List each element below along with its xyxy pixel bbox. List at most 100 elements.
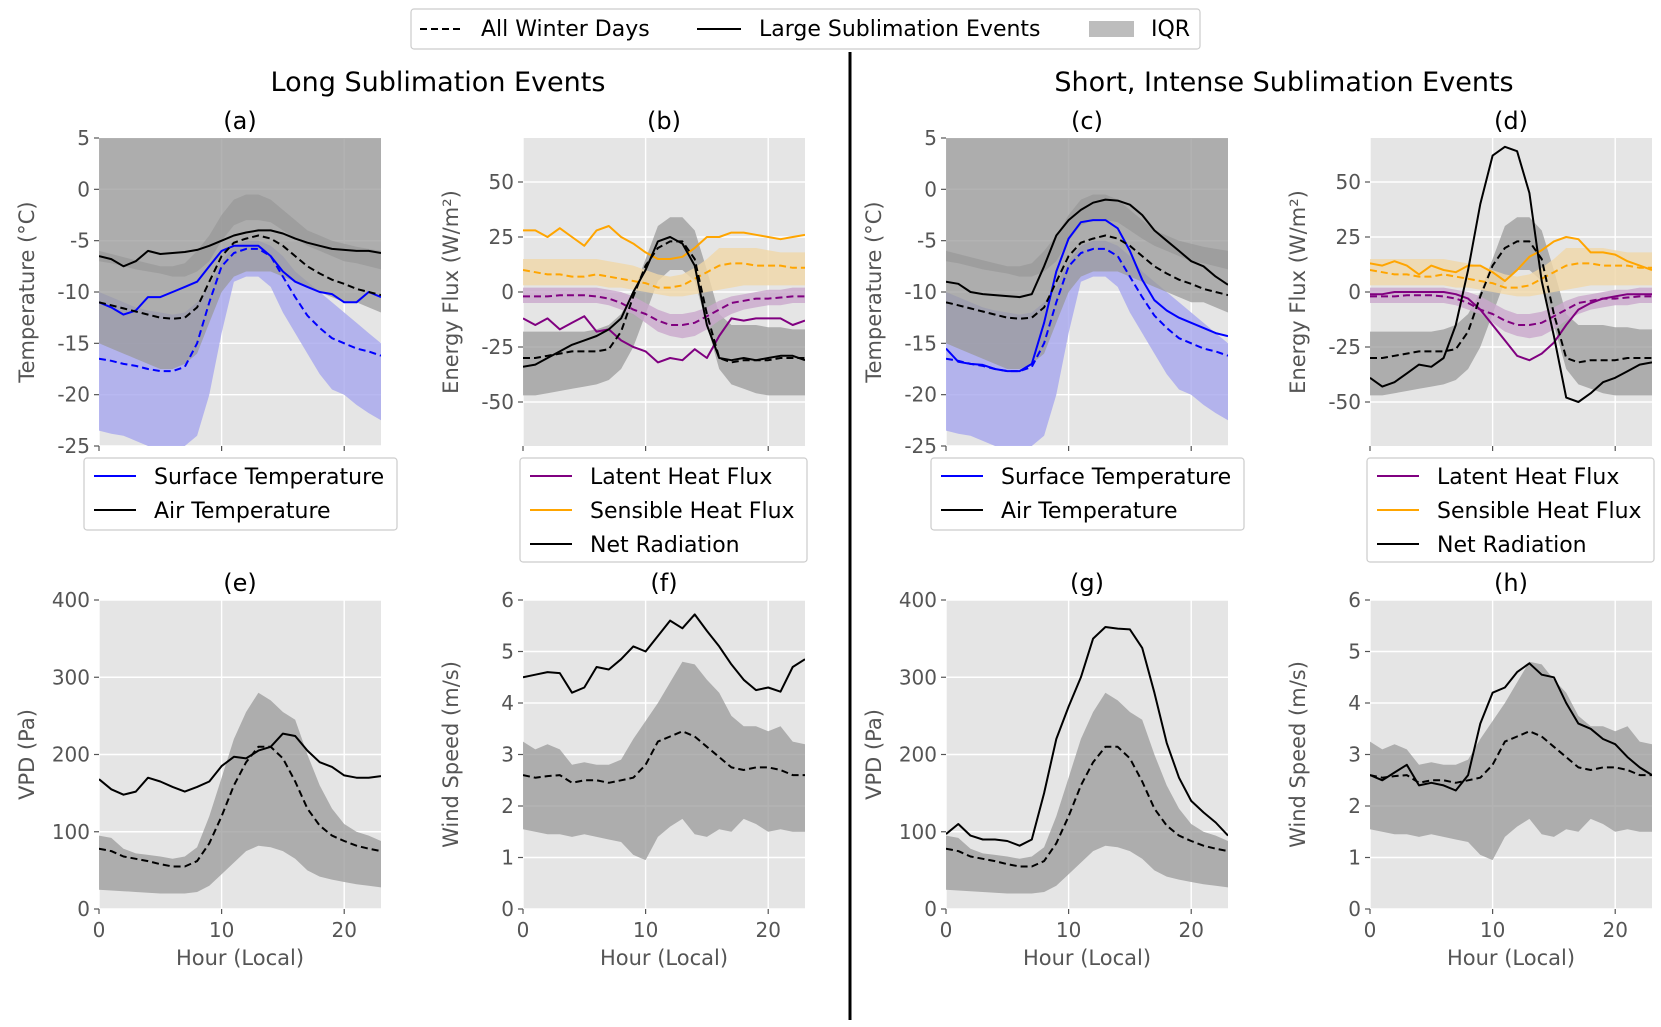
- panel-legend-label: Surface Temperature: [1001, 465, 1231, 490]
- panel-legend-label: Net Radiation: [590, 533, 740, 558]
- series-line-all-winter-days: [946, 234, 1228, 320]
- panel-legend-label: Sensible Heat Flux: [1437, 499, 1642, 524]
- plot-content: [1370, 661, 1652, 861]
- y-tick-label: 0: [77, 177, 90, 201]
- panel-f: 0 1 2 3 4 5 6 0 10 20 (f) Wind Speed (m/s) Hour (Loc…: [439, 569, 805, 970]
- y-tick-label: 1: [1348, 846, 1361, 870]
- y-tick-label: 100: [899, 820, 937, 844]
- iqr-band: [946, 240, 1228, 446]
- panel-c: -25 -20 -15 -10 -5 0 5 (c) Temperature (°C) Surfa…: [862, 107, 1245, 531]
- y-tick-label: -50: [1328, 390, 1361, 414]
- y-tick-label: 4: [1348, 691, 1361, 715]
- y-tick-label: 5: [501, 640, 514, 664]
- panel-title: (d): [1494, 107, 1528, 135]
- iqr-band: [99, 240, 381, 446]
- x-tick-label: 20: [1178, 918, 1203, 942]
- y-tick-label: -25: [481, 335, 514, 359]
- series-line-large-events: [523, 315, 805, 364]
- series-line-all-winter-days: [523, 730, 805, 784]
- y-tick-label: -50: [481, 390, 514, 414]
- panel-legend-label: Air Temperature: [154, 499, 331, 524]
- y-tick-label: 300: [899, 665, 937, 689]
- legend-label-iqr: IQR: [1151, 17, 1190, 42]
- y-tick-label: 1: [501, 846, 514, 870]
- panel-title: (h): [1494, 569, 1528, 597]
- iqr-band: [1370, 287, 1652, 339]
- iqr-band: [946, 194, 1228, 277]
- legend-label-large-sublimation-events: Large Sublimation Events: [759, 17, 1041, 42]
- panel-legend: [519, 457, 808, 563]
- y-tick-label: 25: [489, 225, 514, 249]
- y-tick-label: 400: [899, 588, 937, 612]
- y-axis-label: Wind Speed (m/s): [1286, 661, 1310, 848]
- series-line-large-events: [523, 613, 805, 694]
- panel-title: (b): [647, 107, 681, 135]
- iqr-band: [1370, 248, 1652, 297]
- y-tick-label: 0: [1348, 280, 1361, 304]
- legend-swatch-iqr: [1089, 21, 1134, 37]
- plot-content: [99, 138, 381, 446]
- panel-g: 0 100 200 300 400 0 10 20 (g) VPD (Pa) Hour (Local…: [862, 569, 1228, 970]
- x-tick-label: 10: [209, 918, 234, 942]
- y-tick-label: -5: [70, 229, 90, 253]
- series-line-all-winter-days: [946, 745, 1228, 868]
- iqr-band: [1370, 661, 1652, 861]
- y-tick-label: 0: [77, 897, 90, 921]
- series-line-all-winter-days: [99, 247, 381, 373]
- x-tick-label: 20: [331, 918, 356, 942]
- iqr-band: [523, 248, 805, 297]
- iqr-band: [99, 692, 381, 894]
- panel-h: 0 1 2 3 4 5 6 0 10 20 (h) Wind Speed (m/s) Hour (Loc…: [1286, 569, 1652, 970]
- panel-title: (a): [223, 107, 256, 135]
- panel-legend: [83, 457, 398, 531]
- series-line-large-events: [946, 198, 1228, 299]
- y-tick-label: 4: [501, 691, 514, 715]
- y-axis-label: Energy Flux (W/m²): [439, 190, 463, 394]
- y-tick-label: -20: [57, 383, 90, 407]
- y-tick-label: -25: [904, 434, 937, 458]
- y-tick-label: 0: [501, 280, 514, 304]
- panel-legend-label: Net Radiation: [1437, 533, 1587, 558]
- panel-title: (g): [1070, 569, 1104, 597]
- panel-d: -50 -25 0 25 50 (d) Energy Flux (W/m²) Latent H…: [1286, 107, 1655, 563]
- x-tick-label: 20: [1602, 918, 1627, 942]
- y-axis-label: Wind Speed (m/s): [439, 661, 463, 848]
- series-line-all-winter-days: [1370, 294, 1652, 326]
- plot-content: [946, 138, 1228, 446]
- series-line-large-events: [523, 225, 805, 260]
- y-tick-label: 6: [1348, 588, 1361, 612]
- x-tick-label: 0: [940, 918, 953, 942]
- panel-title: (c): [1071, 107, 1103, 135]
- series-line-all-winter-days: [946, 247, 1228, 373]
- y-tick-label: 400: [52, 588, 90, 612]
- figure-legend: All Winter Days Large Sublimation Events…: [410, 8, 1201, 50]
- panel-legend-label: Surface Temperature: [154, 465, 384, 490]
- x-tick-label: 10: [1480, 918, 1505, 942]
- series-line-large-events: [99, 244, 381, 316]
- y-tick-label: 5: [77, 126, 90, 150]
- y-tick-label: 300: [52, 665, 90, 689]
- y-tick-label: 3: [1348, 743, 1361, 767]
- y-tick-label: 200: [899, 743, 937, 767]
- plot-content: [523, 217, 805, 396]
- series-line-all-winter-days: [99, 745, 381, 868]
- x-tick-label: 0: [517, 918, 530, 942]
- y-tick-label: 0: [1348, 897, 1361, 921]
- y-tick-label: 2: [501, 794, 514, 818]
- panels: -25-20-15-10-505(a)Temperature (°C)Surfa…: [15, 107, 1655, 970]
- series-line-all-winter-days: [523, 240, 805, 364]
- series-line-large-events: [1370, 145, 1652, 403]
- series-line-large-events: [99, 732, 381, 796]
- y-tick-label: 200: [52, 743, 90, 767]
- y-tick-label: 25: [1336, 225, 1361, 249]
- panel-legend: [930, 457, 1245, 531]
- iqr-band: [523, 661, 805, 861]
- y-tick-label: 2: [1348, 794, 1361, 818]
- x-tick-label: 0: [1364, 918, 1377, 942]
- y-tick-label: 0: [924, 177, 937, 201]
- plot-content: [99, 692, 381, 894]
- iqr-band: [99, 138, 381, 369]
- y-tick-label: 5: [1348, 640, 1361, 664]
- plot-content: [1370, 145, 1652, 403]
